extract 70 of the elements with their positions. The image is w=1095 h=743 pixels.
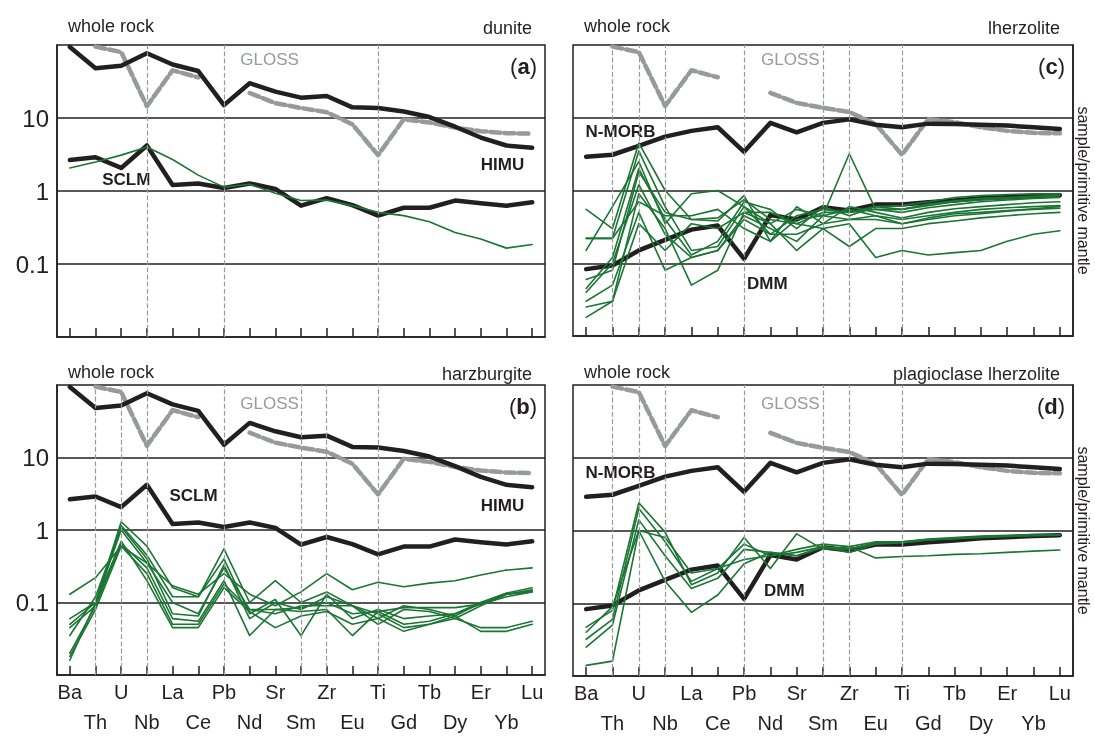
x-tick-label: Sm bbox=[286, 711, 316, 733]
x-tick-label: Th bbox=[83, 711, 108, 733]
series-label: SCLM bbox=[102, 170, 151, 190]
chart-title: plagioclase lherzolite bbox=[892, 364, 1061, 384]
x-tick-label: Gd bbox=[390, 711, 418, 733]
x-tick-label: Pb bbox=[211, 681, 237, 703]
series-label: SCLM bbox=[169, 486, 218, 506]
series-label: GLOSS bbox=[240, 394, 299, 414]
x-tick-label: Nd bbox=[236, 711, 263, 733]
y-tick-label: 1 bbox=[35, 516, 49, 544]
annotation: (d) bbox=[1036, 393, 1065, 419]
series-label: GLOSS bbox=[240, 49, 299, 69]
annotation: (b) bbox=[508, 393, 537, 419]
x-tick-label: Ce bbox=[185, 711, 212, 733]
x-tick-label: Nb bbox=[652, 712, 678, 734]
series-label: GLOSS bbox=[761, 50, 820, 70]
x-tick-label: Eu bbox=[863, 712, 888, 734]
x-tick-label: Ti bbox=[370, 681, 387, 703]
x-tick-label: Sm bbox=[808, 712, 838, 734]
y-axis-title: sample/primitive mantle bbox=[1074, 446, 1092, 615]
x-tick-label: Lu bbox=[521, 681, 544, 703]
x-tick-label: Ba bbox=[57, 681, 83, 703]
x-tick-label: Sr bbox=[265, 681, 286, 703]
x-tick-label: Sr bbox=[786, 682, 808, 704]
chart-subtitle: whole rock bbox=[67, 16, 156, 36]
x-tick-label: Zr bbox=[839, 682, 860, 704]
x-tick-label: Gd bbox=[914, 712, 942, 734]
annotation: (a) bbox=[510, 53, 537, 79]
x-tick-label: La bbox=[680, 682, 704, 704]
series-label: HIMU bbox=[480, 155, 525, 174]
chart-subtitle: whole rock bbox=[583, 362, 672, 382]
chart-title: harzburgite bbox=[441, 364, 533, 384]
y-tick-label: 0.1 bbox=[15, 589, 49, 616]
x-tick-label: Tb bbox=[942, 682, 967, 704]
series-label: N-MORB bbox=[585, 463, 656, 483]
x-tick-label: Ti bbox=[893, 682, 910, 704]
chart-title: lherzolite bbox=[987, 18, 1061, 38]
chart-subtitle: whole rock bbox=[67, 362, 156, 382]
series-label: N-MORB bbox=[585, 122, 656, 142]
x-tick-label: Dy bbox=[968, 712, 994, 734]
x-tick-label: La bbox=[161, 681, 185, 703]
x-tick-label: Er bbox=[997, 682, 1018, 704]
series-label: GLOSS bbox=[761, 394, 820, 414]
annotation: (c) bbox=[1038, 53, 1065, 79]
x-tick-label: Ce bbox=[704, 712, 731, 734]
x-tick-label: Er bbox=[470, 681, 492, 703]
x-tick-label: Yb bbox=[494, 711, 519, 733]
y-tick-label: 0.1 bbox=[15, 250, 49, 278]
x-tick-label: U bbox=[113, 681, 129, 703]
x-tick-label: Nb bbox=[134, 711, 160, 733]
y-tick-label: 1 bbox=[35, 177, 49, 205]
x-tick-label: Nd bbox=[757, 712, 784, 734]
y-axis-title: sample/primitive mantle bbox=[1074, 106, 1092, 275]
y-tick-label: 10 bbox=[22, 444, 49, 471]
x-tick-label: Lu bbox=[1048, 682, 1071, 704]
x-tick-label: Pb bbox=[731, 682, 757, 704]
series-label: DMM bbox=[747, 273, 788, 293]
chart-subtitle: whole rock bbox=[583, 16, 672, 36]
chart-title: dunite bbox=[482, 18, 532, 38]
x-tick-label: Yb bbox=[1021, 712, 1046, 734]
x-tick-label: Th bbox=[600, 712, 625, 734]
x-tick-label: Dy bbox=[442, 711, 468, 733]
x-tick-label: Tb bbox=[417, 681, 442, 703]
x-tick-label: U bbox=[631, 682, 647, 704]
x-tick-label: Eu bbox=[340, 711, 365, 733]
series-label: HIMU bbox=[480, 496, 525, 516]
x-tick-label: Zr bbox=[317, 681, 337, 703]
series-label: DMM bbox=[764, 580, 805, 600]
y-tick-label: 10 bbox=[22, 104, 49, 132]
x-tick-label: Ba bbox=[573, 682, 600, 704]
